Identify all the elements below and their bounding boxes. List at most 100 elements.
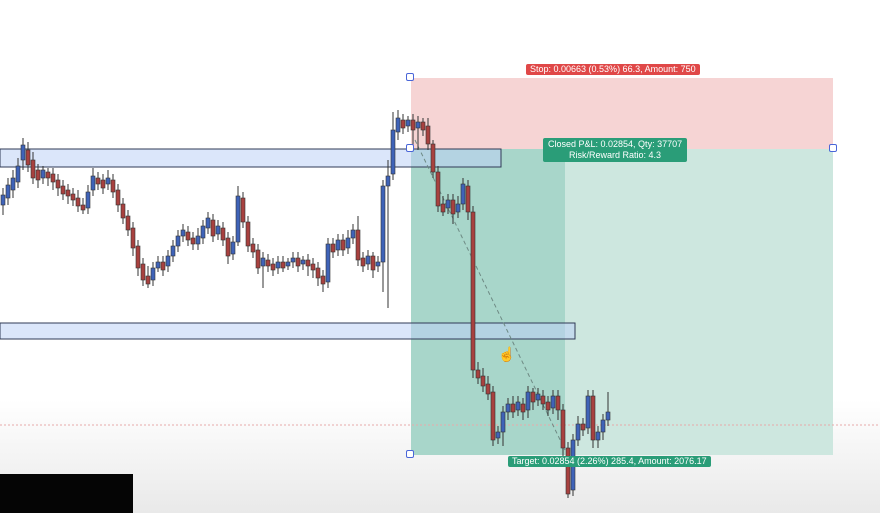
candle-body: [375, 261, 381, 267]
candle-body: [265, 259, 271, 267]
candle-body: [120, 203, 126, 219]
candle-body: [430, 143, 436, 173]
candle-body: [535, 393, 541, 401]
candle-body: [335, 239, 341, 251]
candle-body: [365, 255, 371, 265]
candle-body: [210, 219, 216, 237]
pnl-label: Closed P&L: 0.02854, Qty: 37707 Risk/Rew…: [543, 138, 688, 162]
candle-body: [320, 275, 326, 285]
candle-body: [550, 395, 556, 409]
candle-body: [145, 275, 151, 285]
candle-body: [515, 401, 521, 411]
candle-body: [100, 179, 106, 189]
candle-body: [200, 225, 206, 239]
entry-handle[interactable]: [406, 144, 414, 152]
candle-body: [60, 185, 66, 195]
candle-body: [480, 375, 486, 387]
candle-body: [555, 395, 561, 411]
candle-body: [435, 171, 441, 207]
candle-body: [290, 257, 296, 263]
target-handle[interactable]: [406, 450, 414, 458]
candle-body: [445, 199, 451, 209]
candle-body: [395, 117, 401, 133]
width-handle[interactable]: [829, 144, 837, 152]
candle-body: [410, 119, 416, 131]
candle-body: [165, 255, 171, 267]
hand-pointer-icon: ☝: [498, 346, 516, 362]
candle-body: [565, 447, 571, 495]
candle-body: [575, 423, 581, 441]
candle-body: [385, 175, 391, 187]
candle-body: [105, 177, 111, 185]
candle-body: [485, 383, 491, 395]
candle-body: [235, 195, 241, 243]
candle-body: [470, 211, 476, 371]
candle-body: [175, 235, 181, 247]
risk-reward-line: Risk/Reward Ratio: 4.3: [569, 150, 662, 160]
candle-body: [155, 261, 161, 269]
video-overlay-block: [0, 474, 133, 513]
candle-body: [185, 231, 191, 241]
candle-body: [30, 159, 36, 179]
candle-body: [245, 221, 251, 247]
candle-body: [125, 215, 131, 231]
resistance-zone[interactable]: [0, 148, 502, 168]
candle-body: [170, 245, 176, 257]
candle-body: [495, 431, 501, 439]
candle-body: [350, 229, 356, 239]
candle-body: [25, 149, 31, 166]
candle-body: [585, 395, 591, 429]
realized-profit-zone: [411, 149, 565, 455]
candle-body: [475, 369, 481, 379]
candle-body: [45, 171, 51, 179]
candle-body: [75, 197, 81, 207]
candle-body: [420, 121, 426, 131]
candle-body: [35, 169, 41, 181]
candle-body: [440, 203, 446, 213]
candle-body: [95, 177, 101, 185]
candle-body: [150, 267, 156, 281]
candle-body: [180, 229, 186, 237]
candle-body: [205, 217, 211, 229]
candle-body: [215, 225, 221, 235]
candle-body: [20, 144, 26, 161]
target-label: Target: 0.02854 (2.26%) 285.4, Amount: 2…: [508, 456, 711, 467]
candle-body: [275, 261, 281, 269]
candle-body: [295, 257, 301, 267]
candle-body: [280, 261, 286, 269]
candle-body: [545, 401, 551, 411]
stop-handle[interactable]: [406, 73, 414, 81]
candle-body: [600, 419, 606, 433]
candle-body: [110, 179, 116, 193]
candle-body: [560, 409, 566, 449]
candle-body: [90, 175, 96, 191]
candle-body: [130, 227, 136, 249]
candle-body: [65, 189, 71, 197]
candle-body: [345, 237, 351, 249]
candle-body: [15, 165, 21, 183]
candle-body: [0, 194, 6, 206]
candle-body: [315, 267, 321, 279]
candle-body: [70, 193, 76, 201]
candle-body: [85, 191, 91, 209]
stop-zone: [411, 78, 833, 149]
candle-body: [455, 203, 461, 213]
candle-body: [220, 227, 226, 241]
candle-body: [340, 239, 346, 251]
candle-body: [115, 189, 121, 206]
candle-body: [460, 183, 466, 205]
candle-body: [255, 249, 261, 269]
candle-body: [325, 243, 331, 283]
candle-body: [250, 243, 256, 253]
candle-body: [190, 237, 196, 245]
candle-body: [605, 411, 611, 421]
candle-body: [330, 243, 336, 253]
candle-body: [450, 199, 456, 215]
candle-body: [530, 391, 536, 403]
candle-body: [225, 237, 231, 257]
candle-body: [380, 185, 386, 263]
candle-body: [300, 259, 306, 265]
candle-body: [465, 185, 471, 213]
support-zone[interactable]: [0, 322, 576, 340]
